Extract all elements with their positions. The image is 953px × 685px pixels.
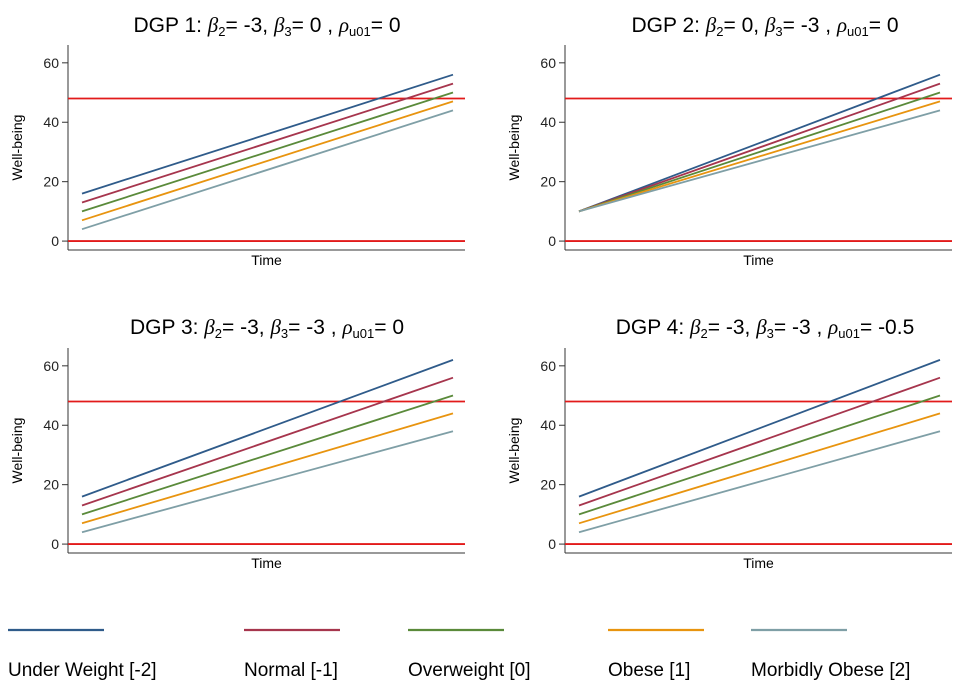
y-axis-label: Well-being [506,115,522,181]
title-rho-symbol: ρ [836,13,847,37]
title-subscript: 2 [218,24,225,39]
y-tick-label: 20 [43,477,59,493]
title-beta-symbol: β [764,13,776,37]
title-beta2-value: = -3, [222,316,270,339]
title-subscript: u01 [847,24,869,39]
title-beta3-value: = -3 , [288,316,342,339]
title-rho-symbol: ρ [338,13,349,37]
title-rho-symbol: ρ [341,315,352,339]
series-line [81,109,454,231]
title-beta-symbol: β [755,315,767,339]
legend-label: Morbidly Obese [2] [751,660,910,681]
x-axis-label: Time [251,252,282,268]
y-tick-label: 0 [51,536,59,552]
series-line [578,91,941,213]
x-axis-label: Time [743,252,774,268]
y-axis-label: Well-being [9,115,25,181]
series-line [81,91,454,213]
y-tick-label: 60 [43,358,59,374]
y-tick-label: 20 [43,174,59,190]
title-subscript: 3 [767,326,774,341]
title-beta-symbol: β [203,315,215,339]
series-line [578,376,941,507]
y-tick-label: 20 [540,477,556,493]
series-line [578,359,941,498]
y-tick-label: 0 [51,233,59,249]
title-beta3-value: = -3 , [774,316,828,339]
title-subscript: 3 [284,24,291,39]
y-tick-label: 60 [540,55,556,71]
series-line [578,430,941,534]
series-line [578,109,941,213]
panel-4: DGP 4: β2= -3, β3= -3 , ρu01= -0.5020406… [506,315,952,571]
title-subscript: 2 [215,326,222,341]
legend: Under Weight [-2] Normal [-1] Overweight [… [8,628,910,681]
title-beta2-value: = -3, [708,316,756,339]
title-beta3-value: = 0 , [292,14,339,37]
title-beta2-value: = -3, [226,14,274,37]
panel-3: DGP 3: β2= -3, β3= -3 , ρu01= 00204060Ti… [9,315,465,571]
title-beta-symbol: β [689,315,701,339]
title-subscript: 2 [701,326,708,341]
y-tick-label: 0 [548,536,556,552]
title-beta-symbol: β [705,13,717,37]
title-subscript: u01 [838,326,860,341]
title-subscript: 3 [775,24,782,39]
legend-label: Overweight [0] [408,660,531,681]
series-line [578,82,941,213]
title-beta-symbol: β [269,315,281,339]
y-tick-label: 0 [548,233,556,249]
title-beta-symbol: β [207,13,219,37]
title-prefix: DGP 3: [130,316,204,339]
series-line [81,359,454,498]
y-axis-label: Well-being [9,418,25,484]
series-line [81,100,454,222]
title-beta2-value: = 0, [724,14,765,37]
series-line [578,100,941,213]
title-rho-value: = -0.5 [860,316,914,339]
panel-title: DGP 1: β2= -3, β3= 0 , ρu01= 0 [133,13,400,39]
y-tick-label: 40 [43,114,59,130]
title-beta-symbol: β [273,13,285,37]
series-line [81,394,454,516]
panel-1: DGP 1: β2= -3, β3= 0 , ρu01= 00204060Tim… [9,13,465,268]
series-line [81,412,454,525]
series-line [81,376,454,507]
title-prefix: DGP 1: [133,14,207,37]
title-rho-symbol: ρ [827,315,838,339]
title-prefix: DGP 4: [616,316,690,339]
title-rho-value: = 0 [869,14,899,37]
y-axis-label: Well-being [506,418,522,484]
title-subscript: 3 [281,326,288,341]
y-tick-label: 60 [43,55,59,71]
y-tick-label: 40 [540,417,556,433]
x-axis-label: Time [251,555,282,571]
y-tick-label: 40 [43,417,59,433]
y-tick-label: 60 [540,358,556,374]
series-line [578,394,941,516]
title-prefix: DGP 2: [631,14,705,37]
title-subscript: u01 [353,326,375,341]
legend-label: Obese [1] [608,660,690,681]
panel-title: DGP 2: β2= 0, β3= -3 , ρu01= 0 [631,13,898,39]
series-line [81,430,454,534]
panel-title: DGP 3: β2= -3, β3= -3 , ρu01= 0 [130,315,404,341]
series-line [81,82,454,204]
title-rho-value: = 0 [371,14,401,37]
title-beta3-value: = -3 , [783,14,837,37]
legend-label: Under Weight [-2] [8,660,157,681]
x-axis-label: Time [743,555,774,571]
series-line [578,412,941,525]
series-line [578,73,941,213]
title-rho-value: = 0 [374,316,404,339]
legend-label: Normal [-1] [244,660,338,681]
y-tick-label: 20 [540,174,556,190]
series-line [81,73,454,195]
panel-2: DGP 2: β2= 0, β3= -3 , ρu01= 00204060Tim… [506,13,952,268]
title-subscript: 2 [716,24,723,39]
title-subscript: u01 [349,24,371,39]
panel-title: DGP 4: β2= -3, β3= -3 , ρu01= -0.5 [616,315,915,341]
y-tick-label: 40 [540,114,556,130]
